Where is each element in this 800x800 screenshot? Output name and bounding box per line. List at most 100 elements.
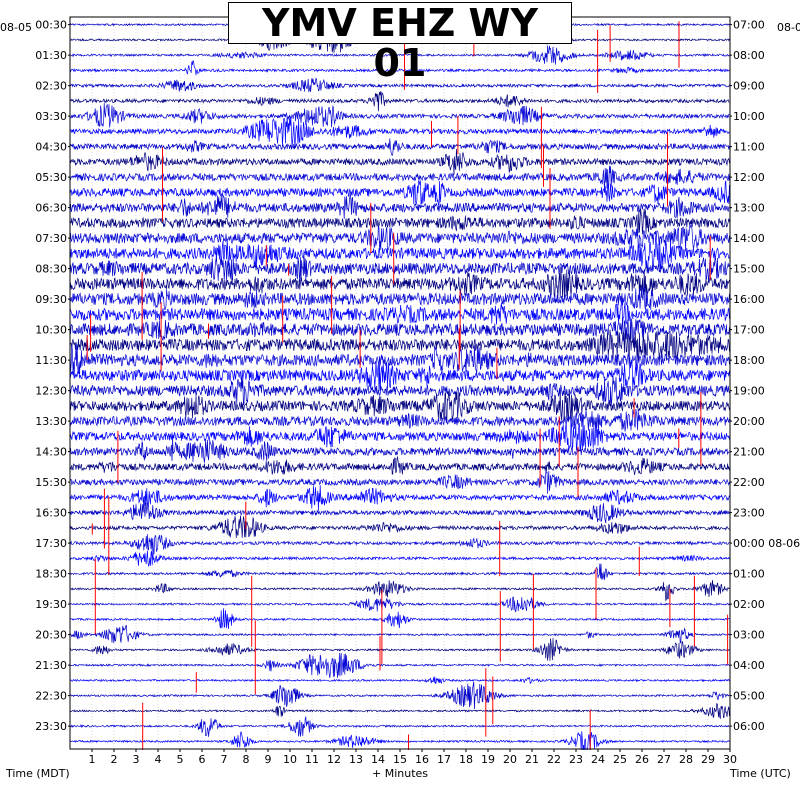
seismic-trace bbox=[69, 115, 730, 147]
seismic-trace bbox=[69, 716, 730, 737]
right-date-label: 08-0 bbox=[777, 21, 800, 34]
left-time-label: 03:30 bbox=[35, 110, 67, 123]
right-time-label: 10:00 bbox=[733, 110, 765, 123]
seismic-trace bbox=[69, 485, 730, 511]
left-time-label: 06:30 bbox=[35, 202, 67, 215]
left-time-label: 08:30 bbox=[35, 263, 67, 276]
seismic-trace bbox=[69, 624, 730, 644]
seismic-trace bbox=[69, 138, 730, 157]
right-time-label: 11:00 bbox=[733, 141, 765, 154]
seismic-trace bbox=[70, 563, 730, 580]
left-time-label: 04:30 bbox=[35, 141, 67, 154]
seismic-trace bbox=[69, 103, 730, 128]
right-time-label: 06:00 bbox=[733, 720, 765, 733]
seismic-trace bbox=[69, 179, 730, 207]
bottom-panel bbox=[0, 750, 800, 800]
left-time-label: 01:30 bbox=[35, 49, 67, 62]
left-time-label: 16:30 bbox=[35, 507, 67, 520]
seismic-trace bbox=[69, 470, 730, 494]
seismic-trace bbox=[69, 318, 730, 343]
x-tick-label: 25 bbox=[613, 753, 627, 766]
right-time-label: 05:00 bbox=[733, 690, 765, 703]
left-time-label: 12:30 bbox=[35, 385, 67, 398]
seismic-trace bbox=[69, 236, 730, 271]
left-time-label: 18:30 bbox=[35, 568, 67, 581]
left-time-label: 17:30 bbox=[35, 537, 67, 550]
x-tick-label: 7 bbox=[221, 753, 228, 766]
right-time-label: 17:00 bbox=[733, 324, 765, 337]
right-time-label: 21:00 bbox=[733, 446, 765, 459]
x-tick-label: 8 bbox=[243, 753, 250, 766]
right-time-label: 16:00 bbox=[733, 293, 765, 306]
left-date-label: 08-05 bbox=[0, 21, 32, 34]
seismic-trace bbox=[69, 390, 730, 424]
x-tick-label: 11 bbox=[305, 753, 319, 766]
left-time-label: 20:30 bbox=[35, 629, 67, 642]
seismic-trace bbox=[69, 299, 730, 326]
traces bbox=[69, 13, 730, 753]
right-time-label: 14:00 bbox=[733, 232, 765, 245]
x-tick-label: 13 bbox=[349, 753, 363, 766]
left-axis-label: Time (MDT) bbox=[6, 767, 70, 780]
right-time-label: 12:00 bbox=[733, 171, 765, 184]
left-time-label: 10:30 bbox=[35, 324, 67, 337]
left-time-label: 07:30 bbox=[35, 232, 67, 245]
x-tick-label: 12 bbox=[327, 753, 341, 766]
seismic-trace bbox=[69, 77, 730, 93]
seismic-trace bbox=[69, 608, 730, 630]
x-tick-label: 30 bbox=[723, 753, 737, 766]
seismic-trace bbox=[69, 596, 730, 613]
seismic-trace bbox=[69, 515, 730, 539]
right-time-label: 02:00 bbox=[733, 598, 765, 611]
seismic-trace bbox=[69, 408, 730, 432]
seismic-trace bbox=[69, 60, 730, 76]
x-tick-label: 28 bbox=[679, 753, 693, 766]
left-panel bbox=[0, 0, 69, 800]
x-tick-label: 23 bbox=[569, 753, 583, 766]
right-time-label: 03:00 bbox=[733, 629, 765, 642]
x-tick-label: 14 bbox=[371, 753, 385, 766]
seismic-trace bbox=[69, 208, 730, 235]
seismic-trace bbox=[69, 438, 730, 463]
right-time-label: 08:00 bbox=[733, 49, 765, 62]
right-time-label: 20:00 bbox=[733, 415, 765, 428]
right-time-label: 19:00 bbox=[733, 385, 765, 398]
x-tick-label: 27 bbox=[657, 753, 671, 766]
seismic-trace bbox=[69, 148, 730, 175]
x-tick-label: 20 bbox=[503, 753, 517, 766]
seismic-trace bbox=[69, 91, 730, 112]
seismic-trace bbox=[69, 165, 730, 191]
x-tick-label: 22 bbox=[547, 753, 561, 766]
left-time-label: 21:30 bbox=[35, 659, 67, 672]
right-time-label: 07:00 bbox=[733, 19, 765, 32]
x-tick-label: 6 bbox=[199, 753, 206, 766]
right-time-label: 01:00 bbox=[733, 568, 765, 581]
seismic-trace bbox=[69, 534, 730, 555]
seismic-trace bbox=[69, 676, 730, 685]
x-tick-label: 17 bbox=[437, 753, 451, 766]
x-tick-label: 26 bbox=[635, 753, 649, 766]
x-axis-label: + Minutes bbox=[372, 767, 429, 780]
seismic-trace bbox=[69, 343, 730, 377]
seismic-trace bbox=[69, 195, 730, 219]
x-tick-label: 19 bbox=[481, 753, 495, 766]
seismic-trace bbox=[69, 254, 730, 283]
right-time-label: 13:00 bbox=[733, 202, 765, 215]
seismic-trace bbox=[69, 375, 730, 407]
right-time-label: 23:00 bbox=[733, 507, 765, 520]
x-tick-label: 1 bbox=[89, 753, 96, 766]
x-tick-label: 21 bbox=[525, 753, 539, 766]
seismic-trace bbox=[69, 580, 730, 602]
x-tick-label: 3 bbox=[133, 753, 140, 766]
right-time-label: 18:00 bbox=[733, 354, 765, 367]
seismic-trace bbox=[69, 267, 730, 300]
left-time-label: 00:30 bbox=[35, 19, 67, 32]
left-time-label: 23:30 bbox=[35, 720, 67, 733]
seismic-trace bbox=[69, 455, 730, 475]
x-tick-label: 15 bbox=[393, 753, 407, 766]
seismic-trace bbox=[69, 224, 730, 252]
left-time-label: 13:30 bbox=[35, 415, 67, 428]
right-time-label: 22:00 bbox=[733, 476, 765, 489]
seismic-trace bbox=[69, 702, 730, 720]
